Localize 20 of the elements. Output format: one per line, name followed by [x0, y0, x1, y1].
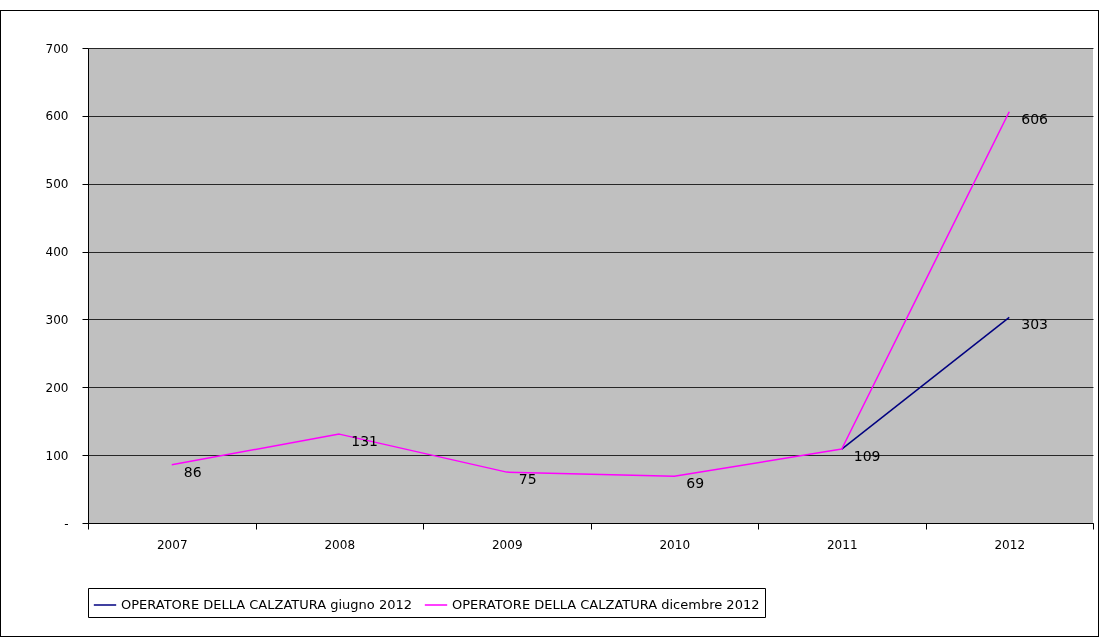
y-tick-label: 400	[45, 245, 69, 260]
x-tick-label: 2008	[324, 537, 356, 552]
x-tick-label: 2010	[659, 537, 691, 552]
x-tick-label: 2011	[826, 537, 858, 552]
data-label: 303	[1021, 316, 1048, 333]
x-tick-label: 2012	[994, 537, 1026, 552]
x-tick-label: 2009	[491, 537, 523, 552]
y-tick-label: 200	[45, 380, 69, 395]
data-label: 86	[183, 463, 202, 480]
y-tick-label: 600	[45, 109, 69, 124]
y-tick-label: 700	[45, 41, 69, 56]
y-tick-label: -	[64, 516, 69, 531]
y-tick-label: 500	[45, 177, 69, 192]
y-tick-label: 100	[45, 448, 69, 463]
legend-label: OPERATORE DELLA CALZATURA dicembre 2012	[452, 597, 760, 612]
x-tick-label: 2007	[156, 537, 188, 552]
data-label: 75	[518, 471, 537, 488]
data-label: 69	[686, 475, 705, 492]
legend-label: OPERATORE DELLA CALZATURA giugno 2012	[121, 597, 413, 612]
y-tick-label: 300	[45, 312, 69, 327]
